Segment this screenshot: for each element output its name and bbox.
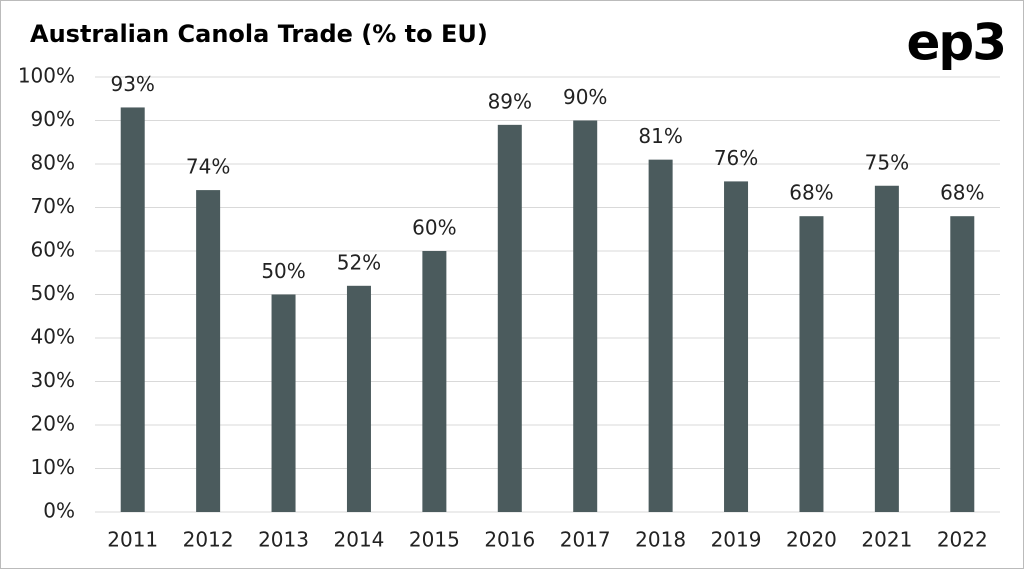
value-label: 90% xyxy=(563,85,607,109)
value-label: 50% xyxy=(261,259,305,283)
bar xyxy=(648,159,673,512)
y-tick-label: 50% xyxy=(31,281,75,305)
bar xyxy=(724,181,749,512)
value-label: 68% xyxy=(789,181,833,205)
y-tick-label: 70% xyxy=(31,194,75,218)
x-tick-label: 2020 xyxy=(786,528,837,552)
bar xyxy=(422,251,447,512)
x-tick-label: 2011 xyxy=(107,528,158,552)
bar xyxy=(120,107,145,512)
y-tick-label: 10% xyxy=(31,455,75,479)
value-label: 89% xyxy=(488,89,532,113)
bar xyxy=(271,294,296,512)
bar xyxy=(950,216,975,512)
logo: ep3 xyxy=(907,14,1006,72)
y-tick-label: 30% xyxy=(31,368,75,392)
y-tick-label: 60% xyxy=(31,238,75,262)
y-tick-label: 90% xyxy=(31,107,75,131)
chart-title: Australian Canola Trade (% to EU) xyxy=(30,20,488,48)
bar xyxy=(346,285,371,512)
bar xyxy=(497,124,522,512)
bar xyxy=(573,120,598,512)
x-tick-label: 2014 xyxy=(334,528,385,552)
bar xyxy=(874,185,899,512)
value-label: 81% xyxy=(638,124,682,148)
value-label: 52% xyxy=(337,250,381,274)
x-tick-label: 2016 xyxy=(484,528,535,552)
bar xyxy=(196,190,221,512)
x-tick-label: 2015 xyxy=(409,528,460,552)
x-tick-label: 2018 xyxy=(635,528,686,552)
x-tick-label: 2013 xyxy=(258,528,309,552)
value-label: 74% xyxy=(186,155,230,179)
value-label: 60% xyxy=(412,216,456,240)
x-tick-label: 2012 xyxy=(183,528,234,552)
value-label: 76% xyxy=(714,146,758,170)
y-tick-label: 80% xyxy=(31,151,75,175)
value-label: 93% xyxy=(110,72,154,96)
y-tick-label: 40% xyxy=(31,325,75,349)
bar xyxy=(799,216,824,512)
value-label: 68% xyxy=(940,181,984,205)
value-label: 75% xyxy=(865,150,909,174)
x-tick-label: 2017 xyxy=(560,528,611,552)
x-tick-label: 2019 xyxy=(711,528,762,552)
y-tick-label: 100% xyxy=(18,64,75,88)
y-tick-label: 0% xyxy=(43,499,75,523)
x-tick-label: 2022 xyxy=(937,528,988,552)
x-tick-label: 2021 xyxy=(861,528,912,552)
y-tick-label: 20% xyxy=(31,412,75,436)
